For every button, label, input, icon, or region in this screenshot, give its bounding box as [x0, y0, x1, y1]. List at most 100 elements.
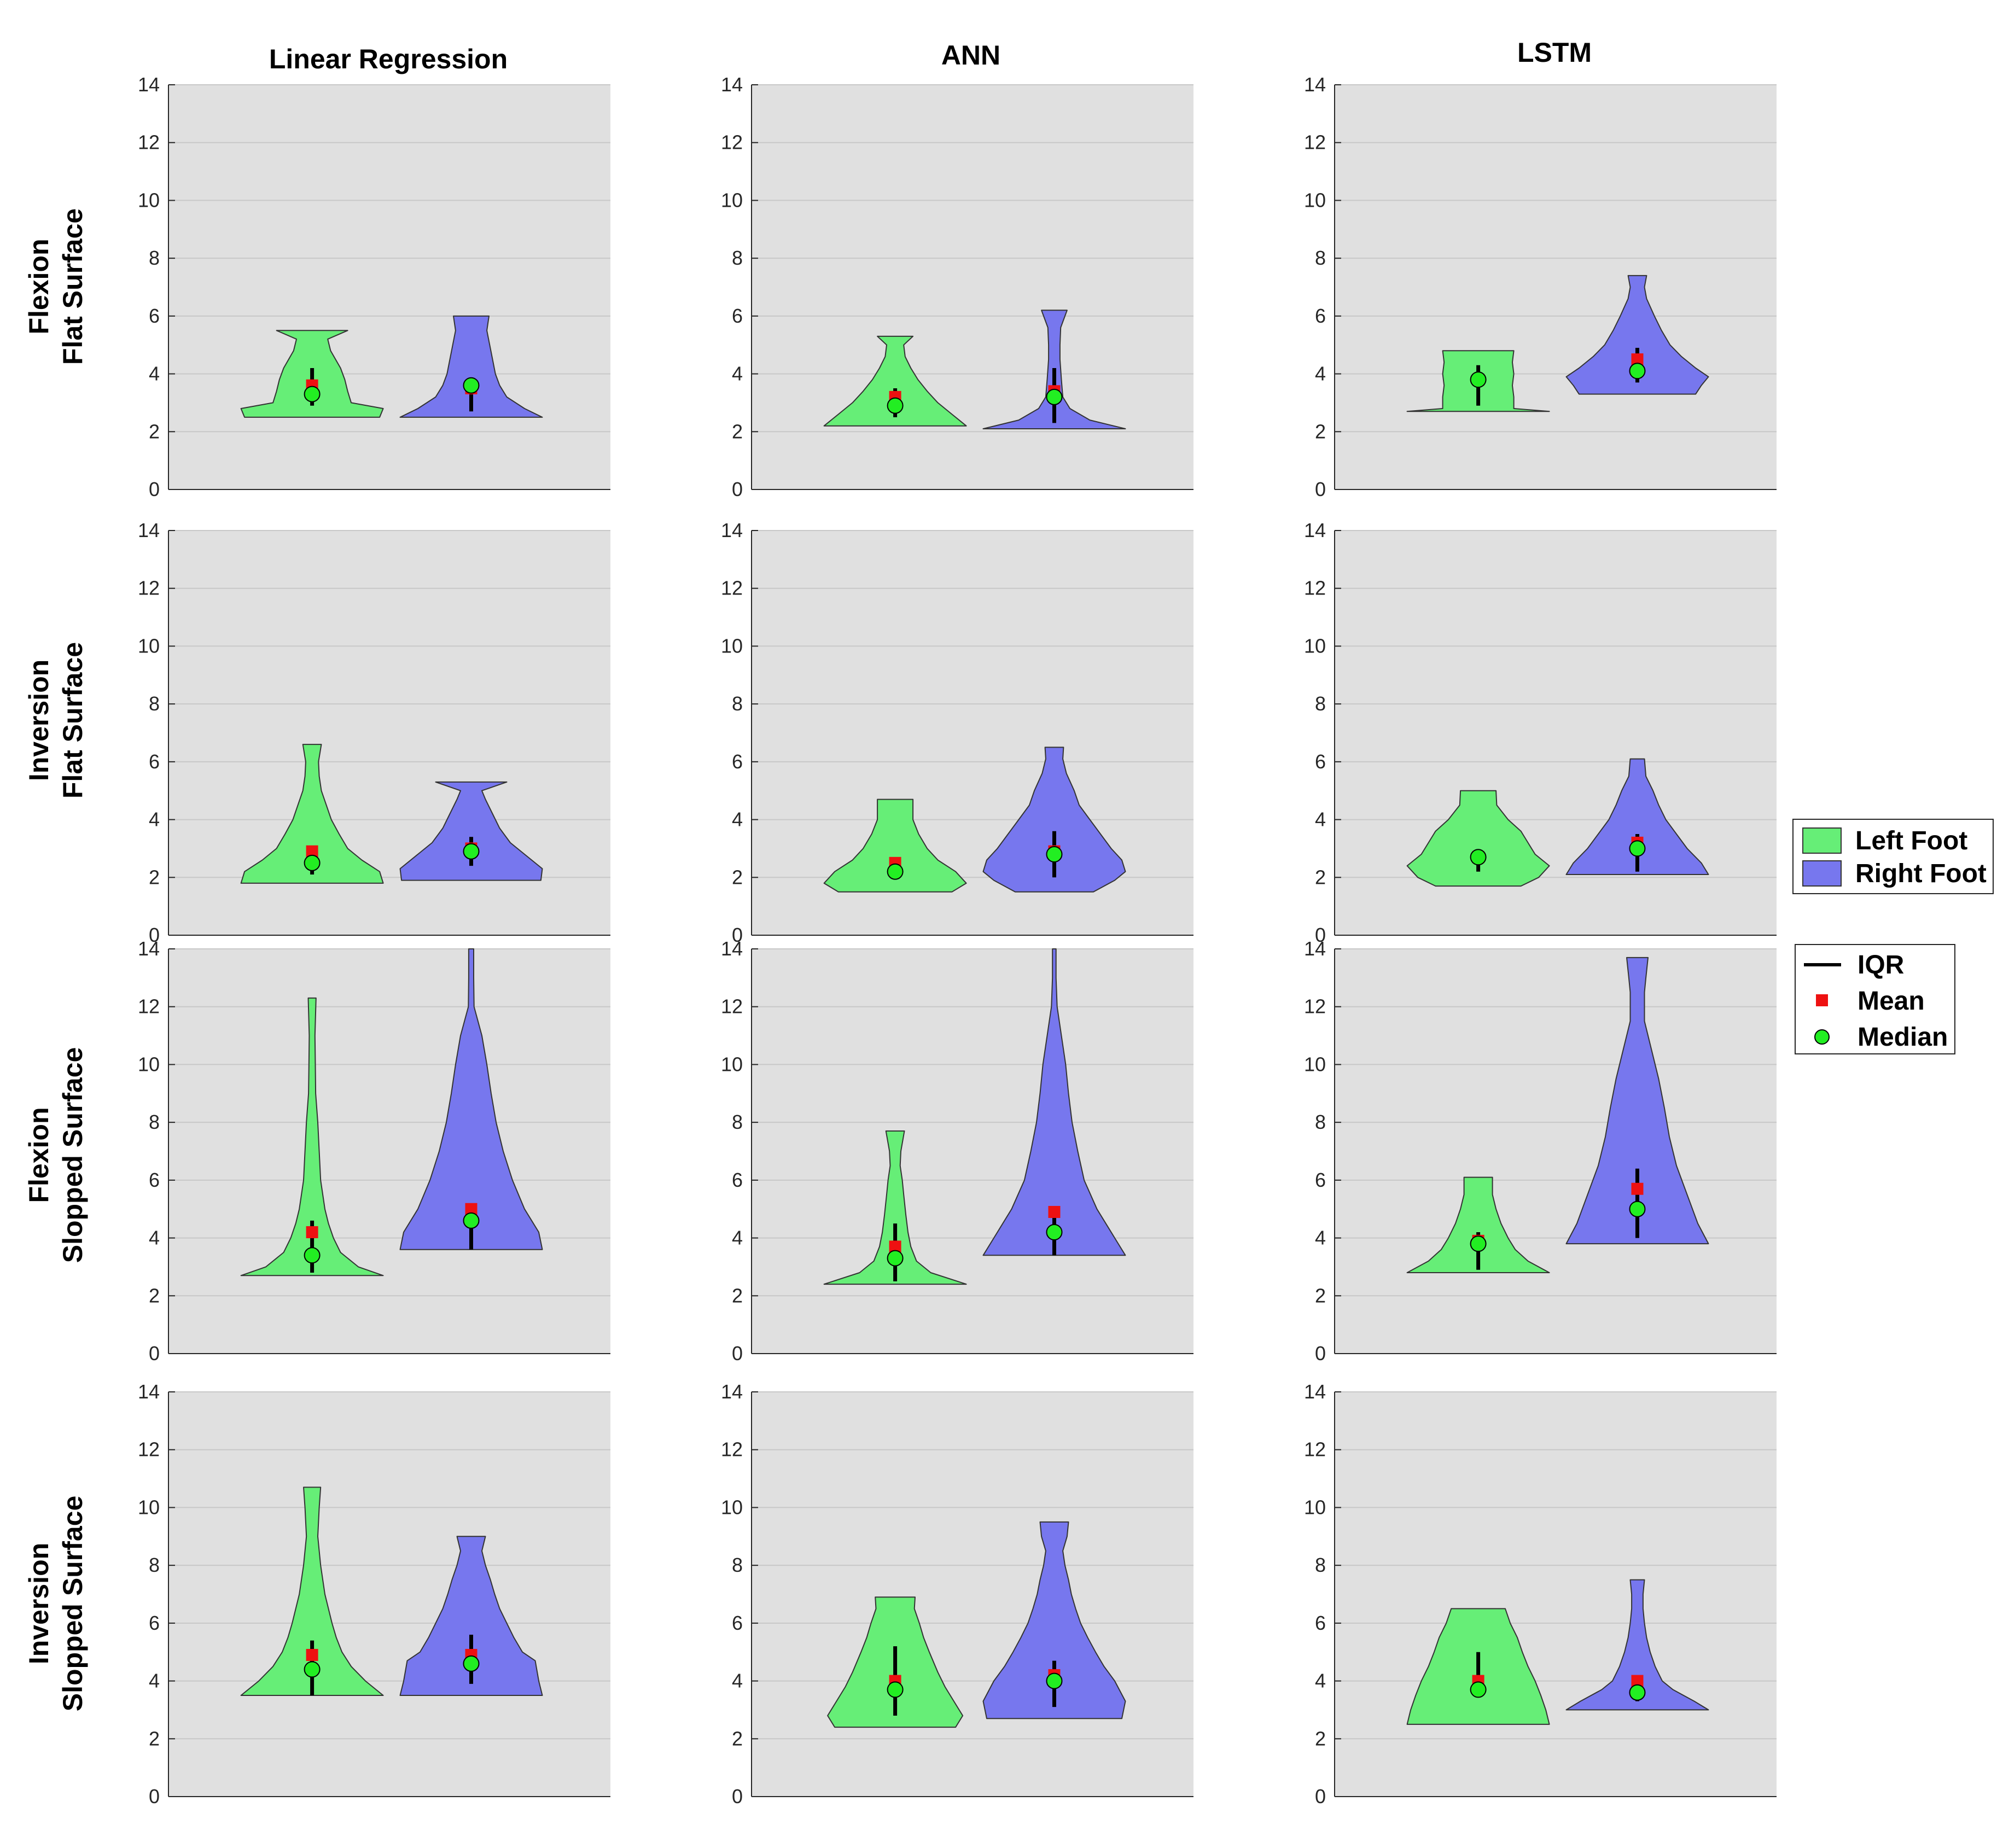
y-tick-label: 10 — [721, 1053, 743, 1075]
y-tick-label: 6 — [149, 1169, 160, 1191]
y-tick-label: 10 — [138, 634, 160, 657]
mean-marker-left — [306, 845, 318, 858]
plot-area — [752, 949, 1193, 1354]
y-tick-label: 8 — [732, 1554, 743, 1576]
row-title-2-line-1: Inversion — [24, 660, 54, 781]
y-tick-label: 14 — [721, 519, 743, 541]
y-tick-label: 6 — [1315, 1169, 1326, 1191]
y-tick-label: 0 — [1315, 924, 1326, 946]
plot-area — [752, 531, 1193, 935]
violin-right-foot — [399, 948, 543, 1250]
y-tick-label: 8 — [149, 247, 160, 269]
y-tick-label: 0 — [149, 478, 160, 500]
y-tick-label: 0 — [732, 1785, 743, 1808]
y-tick-label: 4 — [732, 1670, 743, 1692]
violin-left-foot — [1406, 790, 1550, 887]
panel-r1-c3: 0 2 4 6 8 10 12 14 — [1304, 73, 1777, 500]
median-marker-right — [463, 377, 480, 394]
median-marker-left — [304, 1247, 321, 1264]
y-tick-label: 8 — [1315, 247, 1326, 269]
y-tick-label: 2 — [732, 420, 743, 442]
violin-right-foot — [1565, 1579, 1709, 1711]
y-tick-label: 4 — [732, 808, 743, 831]
y-tick-label: 14 — [1304, 73, 1326, 96]
y-tick-label: 14 — [1304, 519, 1326, 541]
y-tick-label: 4 — [149, 808, 160, 831]
plot-area — [752, 85, 1193, 489]
y-tick-label: 10 — [721, 634, 743, 657]
violin-right-foot — [1565, 957, 1709, 1245]
y-tick-label: 0 — [1315, 1342, 1326, 1365]
y-tick-label: 6 — [1315, 305, 1326, 327]
y-tick-label: 14 — [138, 519, 160, 541]
legend-median-circle-icon — [1814, 1029, 1830, 1045]
y-tick-label: 2 — [732, 1727, 743, 1750]
plot-area — [1335, 1392, 1777, 1797]
y-tick-label: 0 — [1315, 1785, 1326, 1808]
y-tick-label: 8 — [149, 692, 160, 715]
y-tick-label: 4 — [732, 363, 743, 385]
y-tick-label: 10 — [138, 1053, 160, 1075]
y-tick-label: 4 — [1315, 808, 1326, 831]
median-marker-left — [887, 863, 904, 880]
panel-r3-c1: 0 2 4 6 8 10 12 14 — [138, 937, 610, 1365]
y-tick-label: 6 — [1315, 1612, 1326, 1634]
violin-left-foot — [823, 335, 967, 427]
panel-r3-c2: 0 2 4 6 8 10 12 14 — [721, 937, 1193, 1365]
y-tick-label: 2 — [1315, 1727, 1326, 1750]
y-tick-label: 0 — [1315, 478, 1326, 500]
plot-area — [168, 85, 610, 489]
y-tick-label: 4 — [149, 1227, 160, 1249]
mean-marker-right — [1048, 1206, 1061, 1218]
median-marker-right — [1046, 388, 1063, 405]
y-tick-label: 4 — [1315, 1227, 1326, 1249]
legend-mean-square-icon — [1816, 994, 1828, 1006]
plot-area — [168, 1392, 610, 1797]
y-tick-label: 14 — [721, 1380, 743, 1403]
y-tick-label: 12 — [138, 131, 160, 154]
y-tick-label: 14 — [138, 73, 160, 96]
y-tick-label: 12 — [138, 577, 160, 599]
mean-marker-left — [889, 1240, 901, 1253]
column-title-lstm: LSTM — [1517, 37, 1592, 68]
panel-r4-c2: 0 2 4 6 8 10 12 14 — [721, 1380, 1193, 1808]
y-tick-label: 8 — [732, 247, 743, 269]
row-title-1-line-1: Flexion — [24, 238, 54, 334]
y-tick-label: 6 — [732, 1612, 743, 1634]
violin-right-foot — [982, 747, 1126, 893]
y-tick-label: 0 — [149, 1342, 160, 1365]
y-tick-label: 4 — [732, 1227, 743, 1249]
y-tick-label: 0 — [732, 478, 743, 500]
y-tick-label: 12 — [138, 995, 160, 1018]
y-tick-label: 12 — [721, 131, 743, 154]
median-marker-left — [1470, 371, 1487, 388]
y-tick-label: 2 — [149, 866, 160, 888]
mean-marker-right — [1631, 1675, 1644, 1687]
median-marker-left — [1470, 1235, 1487, 1252]
y-tick-label: 6 — [1315, 750, 1326, 773]
y-tick-label: 0 — [732, 924, 743, 946]
y-tick-label: 12 — [138, 1438, 160, 1461]
row-title-3-line-1: Flexion — [24, 1107, 54, 1203]
legend-swatch-right-foot — [1802, 860, 1842, 887]
y-tick-label: 14 — [721, 73, 743, 96]
row-title-1-line-2: Flat Surface — [57, 208, 88, 365]
y-tick-label: 2 — [732, 1284, 743, 1307]
y-tick-label: 4 — [1315, 363, 1326, 385]
y-tick-label: 2 — [149, 1727, 160, 1750]
plot-area — [752, 1392, 1193, 1797]
legend-markers: IQR Mean Median — [1795, 944, 1955, 1054]
column-title-ann: ANN — [941, 40, 1000, 71]
legend-groups: Left Foot Right Foot — [1792, 819, 1994, 894]
y-tick-label: 6 — [149, 305, 160, 327]
y-tick-label: 10 — [138, 189, 160, 211]
plot-area — [1335, 949, 1777, 1354]
panel-r2-c3: 0 2 4 6 8 10 12 14 — [1304, 519, 1777, 946]
panel-r4-c1: 0 2 4 6 8 10 12 14 — [138, 1380, 610, 1808]
row-title-3-line-2: Slopped Surface — [57, 1047, 88, 1263]
y-tick-label: 14 — [1304, 937, 1326, 960]
median-marker-left — [304, 1661, 321, 1678]
y-tick-label: 0 — [732, 1342, 743, 1365]
y-tick-label: 6 — [732, 750, 743, 773]
y-tick-label: 6 — [732, 305, 743, 327]
